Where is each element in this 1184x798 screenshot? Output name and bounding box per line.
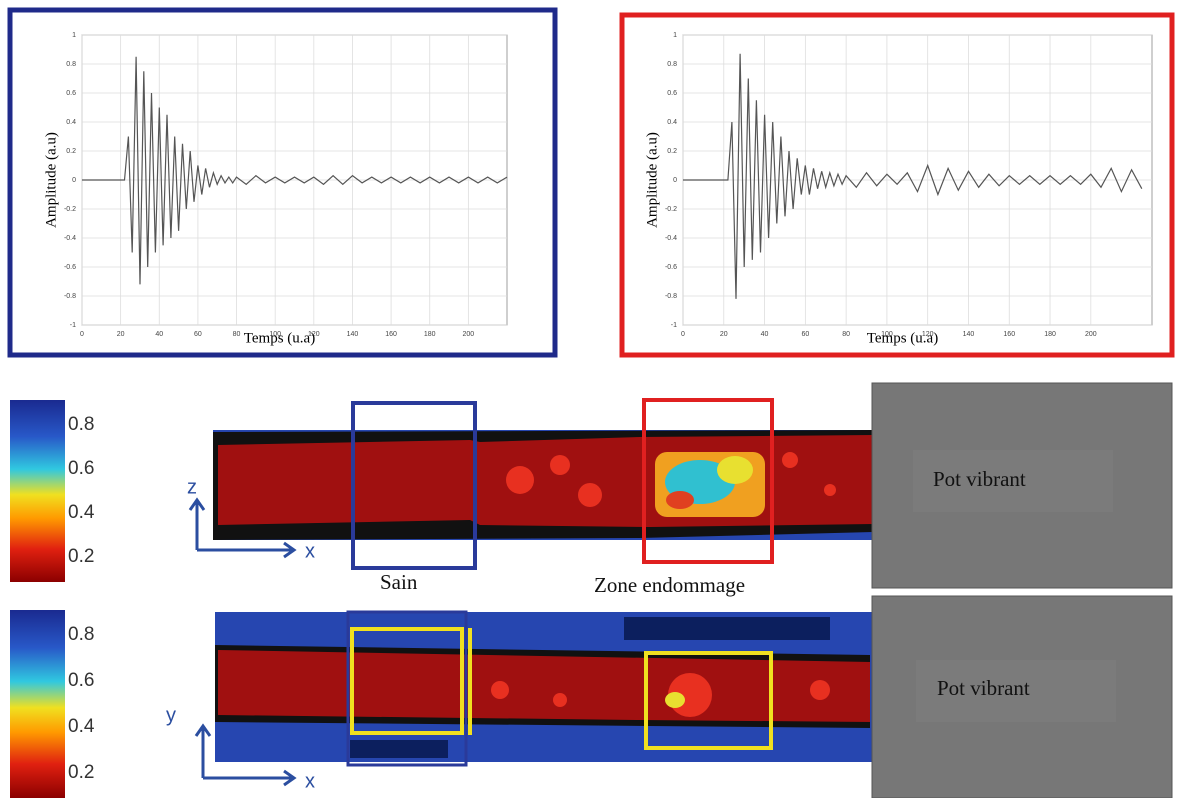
x-tick-label: 60: [801, 331, 809, 338]
x-tick-label: 120: [308, 331, 320, 338]
y-axis-title: Amplitude (a.u): [644, 132, 660, 228]
x-tick-label: 140: [963, 331, 975, 338]
axis-name: z: [187, 476, 197, 498]
x-tick-label: 100: [881, 331, 893, 338]
y-tick-label: 0.6: [667, 90, 677, 97]
x-tick-label: 100: [269, 331, 281, 338]
y-tick-label: 0.4: [66, 119, 76, 126]
signal-line: [82, 56, 508, 285]
y-axis-title: Amplitude (a.u): [43, 132, 59, 228]
axis-name: x: [305, 770, 315, 792]
x-tick-label: 180: [424, 331, 436, 338]
x-tick-label: 20: [117, 331, 125, 338]
y-tick-label: -0.4: [665, 235, 677, 242]
x-tick-label: 200: [463, 331, 475, 338]
shaker-label: Pot vibrant: [937, 676, 1030, 700]
chart-frame: [619, 12, 1175, 358]
y-tick-label: -0.8: [665, 293, 677, 300]
y-tick-label: -0.2: [64, 206, 76, 213]
y-tick-label: 0.2: [667, 148, 677, 155]
x-tick-label: 160: [1003, 331, 1015, 338]
y-tick-label: 0.4: [667, 119, 677, 126]
colorbar-tick-label: 0.6: [68, 670, 94, 691]
y-tick-label: 0.8: [667, 61, 677, 68]
colorbar-tick-label: 0.2: [68, 546, 94, 567]
x-tick-label: 60: [194, 331, 202, 338]
shaker-label-bg: [913, 450, 1113, 512]
chart-frame: [7, 7, 558, 358]
colorbar-tick-label: 0.2: [68, 762, 94, 783]
shaker-label: Pot vibrant: [933, 467, 1026, 491]
damage-box: [642, 398, 774, 564]
x-tick-label: 0: [681, 331, 685, 338]
shaker-label-bg: [916, 660, 1116, 722]
colorbar-tick-label: 0.8: [68, 414, 94, 435]
axis-arrows: [188, 497, 297, 787]
y-tick-label: -1: [671, 322, 677, 329]
colorbar: [10, 400, 65, 582]
y-tick-label: 0.2: [66, 148, 76, 155]
x-axis-title: Temps (u.a): [867, 330, 938, 346]
x-tick-label: 80: [842, 331, 850, 338]
y-tick-label: 0: [673, 177, 677, 184]
healthy-box: [351, 401, 477, 570]
y-tick-label: 1: [72, 32, 76, 39]
y-tick-label: -1: [70, 322, 76, 329]
y-tick-label: 0.6: [66, 90, 76, 97]
colorbar-tick-label: 0.6: [68, 458, 94, 479]
colorbar: [10, 610, 65, 798]
y-tick-label: 0.8: [66, 61, 76, 68]
x-tick-label: 120: [922, 331, 934, 338]
y-tick-label: -0.4: [64, 235, 76, 242]
y-tick-label: -0.2: [665, 206, 677, 213]
y-tick-label: 0: [72, 177, 76, 184]
y-tick-label: -0.6: [64, 264, 76, 271]
axis-name: y: [166, 704, 176, 726]
x-tick-label: 160: [385, 331, 397, 338]
y-tick-label: -0.8: [64, 293, 76, 300]
axis-name: x: [305, 540, 315, 562]
x-tick-label: 140: [347, 331, 359, 338]
x-tick-label: 200: [1085, 331, 1097, 338]
damage-box: [644, 651, 773, 750]
signal-line: [683, 53, 1143, 299]
y-tick-label: -0.6: [665, 264, 677, 271]
healthy-label: Sain: [380, 570, 418, 594]
x-tick-label: 0: [80, 331, 84, 338]
colorbar-tick-label: 0.4: [68, 716, 95, 737]
x-axis-title: Temps (u.a): [244, 330, 315, 346]
colorbar-tick-label: 0.8: [68, 624, 94, 645]
x-tick-label: 20: [720, 331, 728, 338]
healthy-box: [346, 610, 468, 767]
damage-label: Zone endommage: [594, 573, 745, 597]
x-tick-label: 80: [233, 331, 241, 338]
x-tick-label: 40: [155, 331, 163, 338]
damage-map-top: [213, 430, 873, 540]
damage-map-bottom: [215, 612, 873, 762]
colorbar-tick-label: 0.4: [68, 502, 95, 523]
y-tick-label: 1: [673, 32, 677, 39]
x-tick-label: 180: [1044, 331, 1056, 338]
healthy-box: [350, 627, 464, 735]
x-tick-label: 40: [761, 331, 769, 338]
